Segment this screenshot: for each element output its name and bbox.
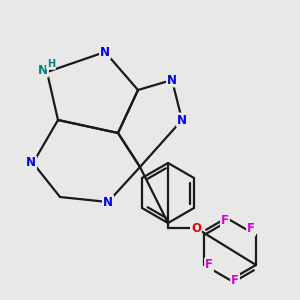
Text: N: N xyxy=(26,157,36,169)
Text: N: N xyxy=(100,46,110,59)
Text: H: H xyxy=(47,59,55,69)
Text: F: F xyxy=(205,259,213,272)
Text: N: N xyxy=(167,74,177,86)
Text: N: N xyxy=(38,64,48,76)
Text: N: N xyxy=(103,196,113,208)
Text: F: F xyxy=(231,274,239,286)
Text: F: F xyxy=(247,223,255,236)
Text: F: F xyxy=(221,214,229,226)
Text: N: N xyxy=(177,113,187,127)
Text: O: O xyxy=(191,221,201,235)
